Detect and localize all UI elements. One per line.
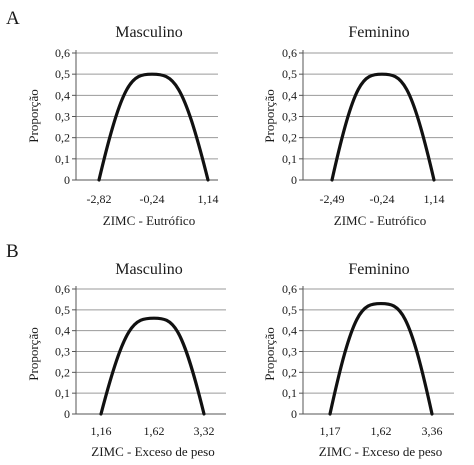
y-tick-label: 0,5 (55, 303, 70, 317)
y-tick-label: 0,4 (55, 88, 70, 102)
y-tick-label: 0,3 (55, 345, 70, 359)
y-tick-label: 0 (64, 407, 70, 421)
y-tick-label: 0,4 (282, 88, 297, 102)
y-tick-label: 0,2 (282, 131, 297, 145)
y-tick-label: 0,2 (55, 365, 70, 379)
panel-title: Feminino (348, 24, 409, 41)
x-tick-label: 1,62 (144, 424, 165, 438)
panel-title: Masculino (115, 261, 183, 278)
series-line (99, 316, 206, 416)
x-tick-label: 3,32 (194, 424, 215, 438)
y-tick-label: 0,1 (282, 386, 297, 400)
y-tick-label: 0,1 (55, 152, 70, 166)
chart-panel: 0 0,1 0,2 0,3 0,4 0,5 0,6 1,17 1,62 3,36 Feminino Z… (262, 261, 454, 459)
y-tick-label: 0,6 (55, 282, 70, 296)
y-tick-label: 0 (291, 173, 297, 187)
y-axis-title: Proporção (26, 89, 41, 142)
x-axis-title: ZIMC - Eutrófico (103, 213, 195, 228)
x-tick-label: 1,14 (198, 192, 219, 206)
x-axis-title: ZIMC - Exceso de peso (319, 444, 442, 459)
x-tick-label: -2,82 (87, 192, 112, 206)
chart-panel: 0 0,1 0,2 0,3 0,4 0,5 0,6 1,16 1,62 3,32 Masculino… (26, 261, 226, 459)
y-axis-title: Proporção (26, 327, 41, 380)
x-tick-label: -0,24 (370, 192, 395, 206)
x-axis-title: ZIMC - Exceso de peso (91, 444, 214, 459)
series-line (328, 301, 434, 416)
y-tick-label: 0,4 (282, 324, 297, 338)
y-axis-title: Proporção (262, 327, 277, 380)
x-tick-label: 1,14 (424, 192, 445, 206)
y-tick-label: 0,2 (282, 365, 297, 379)
y-tick-label: 0,6 (282, 46, 297, 60)
chart-panel: 0 0,1 0,2 0,3 0,4 0,5 0,6 -2,49 -0,24 1,14 Feminin… (262, 24, 453, 228)
chart-panel: 0 0,1 0,2 0,3 0,4 0,5 0,6 -2,82 -0,24 1,14 Masculi… (26, 24, 219, 228)
x-tick-label: 1,62 (371, 424, 392, 438)
section-letter-a: A (6, 8, 20, 29)
y-tick-label: 0,3 (282, 345, 297, 359)
y-tick-label: 0 (64, 173, 70, 187)
series-line (330, 72, 436, 182)
chart-panels: 0 0,1 0,2 0,3 0,4 0,5 0,6 -2,82 -0,24 1,14 Masculi… (26, 24, 454, 459)
y-tick-label: 0,4 (55, 324, 70, 338)
y-tick-label: 0,3 (55, 110, 70, 124)
panel-title: Masculino (115, 24, 183, 41)
y-tick-label: 0,5 (282, 67, 297, 81)
y-tick-label: 0,2 (55, 131, 70, 145)
y-tick-label: 0,3 (282, 110, 297, 124)
y-axis-title: Proporção (262, 89, 277, 142)
panel-title: Feminino (348, 261, 409, 278)
x-tick-label: -0,24 (140, 192, 165, 206)
x-tick-label: 3,36 (422, 424, 443, 438)
y-tick-label: 0,5 (55, 67, 70, 81)
x-axis-title: ZIMC - Eutrófico (334, 213, 426, 228)
y-tick-label: 0,1 (282, 152, 297, 166)
y-tick-label: 0,6 (282, 282, 297, 296)
y-tick-label: 0,6 (55, 46, 70, 60)
x-tick-label: 1,17 (320, 424, 341, 438)
y-tick-label: 0 (291, 407, 297, 421)
y-tick-label: 0,1 (55, 386, 70, 400)
x-tick-label: 1,16 (91, 424, 112, 438)
x-tick-label: -2,49 (320, 192, 345, 206)
section-letter-b: B (6, 241, 19, 262)
series-line (97, 72, 210, 182)
y-tick-label: 0,5 (282, 303, 297, 317)
